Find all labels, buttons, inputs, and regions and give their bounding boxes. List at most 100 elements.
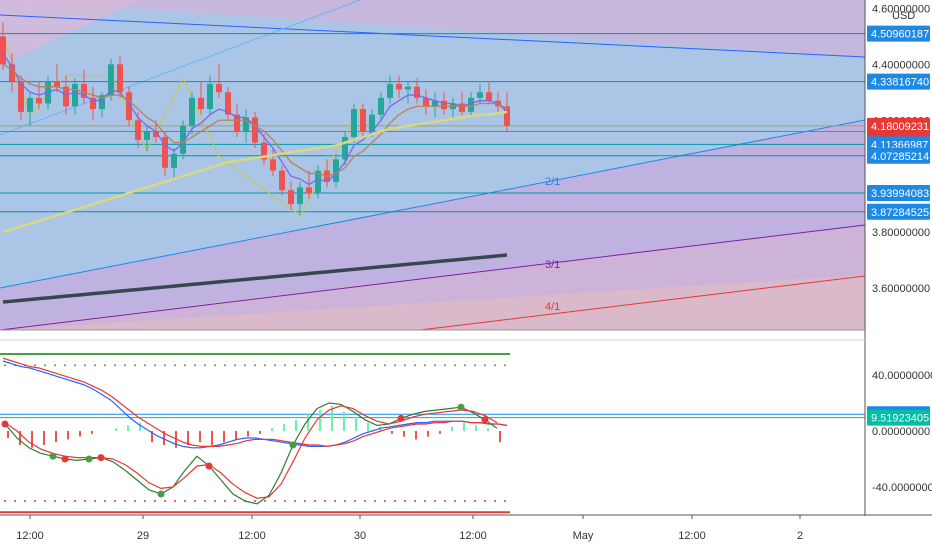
guide-dot (494, 500, 496, 502)
guide-dot (104, 500, 106, 502)
candle-body (18, 81, 24, 112)
candle-body (234, 114, 240, 132)
guide-dot (324, 364, 326, 367)
guide-dot (184, 364, 186, 367)
guide-dot (334, 500, 336, 502)
guide-dot (294, 364, 296, 367)
fan-zone-top (0, 0, 865, 57)
candle-body (261, 142, 267, 160)
guide-dot (284, 364, 286, 367)
candle-body (90, 97, 96, 110)
guide-dot (164, 364, 166, 367)
guide-dot (264, 364, 266, 367)
moving-average-line (2, 110, 508, 234)
time-tick-label: 29 (137, 530, 149, 542)
price-tag-label: 4.07285214 (871, 151, 929, 163)
cross-marker (205, 462, 213, 470)
guide-dot (404, 364, 406, 367)
time-tick-label: 12:00 (16, 530, 44, 542)
candle-body (369, 114, 375, 132)
guide-dot (304, 364, 306, 367)
cross-marker (85, 455, 93, 463)
guide-dot (424, 500, 426, 502)
guide-dot (364, 364, 366, 367)
candle-body (270, 159, 276, 171)
candle-body (36, 97, 42, 104)
candle-body (180, 125, 186, 154)
guide-dot (434, 364, 436, 367)
oscillator-tick-label: 0.00000000 (872, 426, 930, 438)
guide-dot (354, 500, 356, 502)
oscillator-tick-label: -40.00000000 (872, 482, 932, 494)
candle-body (189, 97, 195, 126)
candle-body (315, 170, 321, 193)
guide-dot (474, 364, 476, 367)
moving-average-line (2, 63, 508, 177)
guide-dot (324, 500, 326, 502)
guide-dot (144, 364, 146, 367)
guide-dot (274, 500, 276, 502)
candle-body (351, 109, 357, 138)
guide-dot (444, 364, 446, 367)
candle-body (171, 153, 177, 168)
guide-dot (4, 500, 6, 502)
fan-label: 4/1 (545, 301, 560, 313)
candle-body (333, 159, 339, 182)
cross-marker (457, 403, 465, 411)
guide-dot (374, 500, 376, 502)
price-tick-label: 4.40000000 (872, 59, 930, 71)
guide-dot (394, 500, 396, 502)
guide-dot (234, 364, 236, 367)
price-tag-label: 4.33816740 (871, 77, 929, 89)
price-tag (867, 25, 930, 42)
fan-line-steep (0, 0, 361, 136)
candle-body (297, 187, 303, 205)
fan-zone-2 (0, 120, 865, 328)
candle-body (396, 83, 402, 90)
guide-dot (494, 364, 496, 367)
guide-dot (384, 500, 386, 502)
guide-dot (334, 364, 336, 367)
candle-body (459, 103, 465, 112)
guide-dot (234, 500, 236, 502)
guide-dot (454, 500, 456, 502)
candle-body (108, 64, 114, 96)
guide-dot (124, 500, 126, 502)
candle-body (117, 64, 123, 93)
guide-dot (84, 500, 86, 502)
guide-dot (364, 500, 366, 502)
guide-dot (184, 500, 186, 502)
cross-marker (157, 490, 165, 498)
time-tick-label: 2 (797, 530, 803, 542)
oscillator-tick-label: 40.00000000 (872, 370, 932, 382)
candle-body (99, 95, 105, 110)
candle-body (81, 83, 87, 98)
guide-dot (224, 500, 226, 502)
candle-body (72, 83, 78, 107)
guide-dot (314, 500, 316, 502)
guide-dot (464, 500, 466, 502)
time-tick-label: 12:00 (678, 530, 706, 542)
cross-marker (97, 454, 105, 462)
guide-dot (64, 500, 66, 502)
candle-body (225, 92, 231, 115)
guide-dot (194, 364, 196, 367)
guide-dot (374, 364, 376, 367)
guide-dot (144, 500, 146, 502)
candle-body (0, 36, 6, 65)
cross-marker (49, 452, 57, 460)
time-tick-label: May (573, 530, 594, 542)
price-tag-label: 4.18009231 (871, 121, 929, 133)
guide-dot (224, 364, 226, 367)
cross-marker (61, 455, 69, 463)
guide-dot (414, 364, 416, 367)
cross-marker (289, 441, 297, 449)
candle-body (216, 83, 222, 93)
oscillator-tag-label: 9.51923405 (871, 413, 929, 425)
guide-dot (14, 500, 16, 502)
guide-dot (344, 364, 346, 367)
guide-dot (94, 364, 96, 367)
guide-dot (254, 500, 256, 502)
